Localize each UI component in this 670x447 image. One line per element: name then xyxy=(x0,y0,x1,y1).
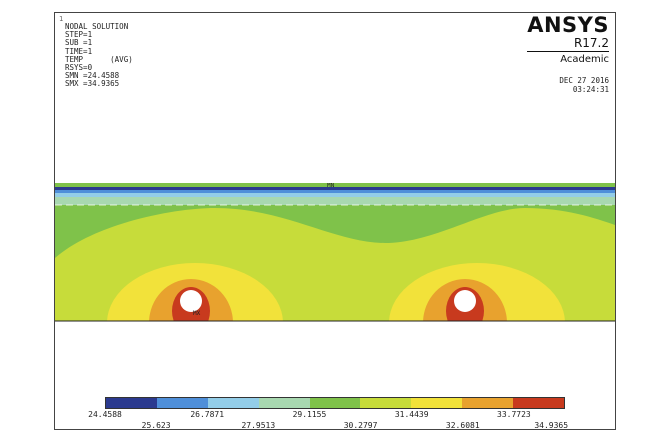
info-line: TIME=1 xyxy=(65,46,93,56)
min-marker: MN xyxy=(327,183,335,189)
brand-name: ANSYS xyxy=(527,13,609,37)
pipe-hole-left xyxy=(180,290,202,312)
time-text: 03:24:31 xyxy=(572,84,609,94)
legend-label: 26.7871 xyxy=(190,410,225,419)
max-marker: MX xyxy=(193,310,201,317)
legend-labels: 24.4588 26.7871 29.1155 31.4439 33.7723 … xyxy=(88,409,569,433)
legend-swatch xyxy=(513,398,565,408)
edition-label: Academic xyxy=(527,51,609,65)
legend-label: 30.2797 xyxy=(343,421,378,430)
legend-color-bar xyxy=(105,397,565,409)
legend-label: 34.9365 xyxy=(534,421,569,430)
nodal-solution-info: NODAL SOLUTION STEP=1 SUB =1 TIME=1 TEMP… xyxy=(65,22,133,89)
legend-label: 25.623 xyxy=(141,421,171,430)
release-version: R17.2 xyxy=(573,36,609,50)
info-line: RSYS=0 xyxy=(65,63,93,73)
legend-label: 29.1155 xyxy=(292,410,327,419)
contour-band-blue xyxy=(55,190,615,193)
legend-swatch xyxy=(207,398,259,408)
info-line: SMX =34.9365 xyxy=(65,79,120,89)
color-legend: 24.4588 26.7871 29.1155 31.4439 33.7723 … xyxy=(88,397,569,433)
legend-label: 31.4439 xyxy=(394,410,429,419)
timestamp: DEC 27 2016 03:24:31 xyxy=(559,76,609,94)
ansys-logo: ANSYS R17.2 Academic xyxy=(527,13,609,65)
info-line: SMN =24.4588 xyxy=(65,71,120,81)
legend-swatch xyxy=(106,398,157,408)
date-text: DEC 27 2016 xyxy=(559,76,609,85)
info-line: NODAL SOLUTION xyxy=(65,22,129,31)
legend-swatch xyxy=(309,398,361,408)
legend-label: 27.9513 xyxy=(241,421,276,430)
info-line: SUB =1 xyxy=(65,38,93,48)
legend-label: 24.4588 xyxy=(88,410,122,419)
legend-label: 33.7723 xyxy=(497,410,531,419)
info-line: TEMP (AVG) xyxy=(65,54,133,64)
pipe-hole-right xyxy=(454,290,476,312)
contour-band-dark-blue xyxy=(55,187,615,190)
info-line: STEP=1 xyxy=(65,30,93,40)
legend-swatch xyxy=(462,398,514,408)
contour-band-light-blue xyxy=(55,193,615,197)
graphics-window[interactable]: 1 NODAL SOLUTION STEP=1 SUB =1 TIME=1 TE… xyxy=(54,12,616,430)
window-number: 1 xyxy=(59,15,64,23)
contour-band-aqua xyxy=(55,197,615,205)
temperature-contour-plot[interactable]: MN MX xyxy=(55,183,615,323)
legend-swatch xyxy=(411,398,463,408)
legend-swatch xyxy=(156,398,208,408)
legend-swatch xyxy=(258,398,310,408)
legend-label: 32.6081 xyxy=(445,421,480,430)
legend-swatch xyxy=(360,398,412,408)
